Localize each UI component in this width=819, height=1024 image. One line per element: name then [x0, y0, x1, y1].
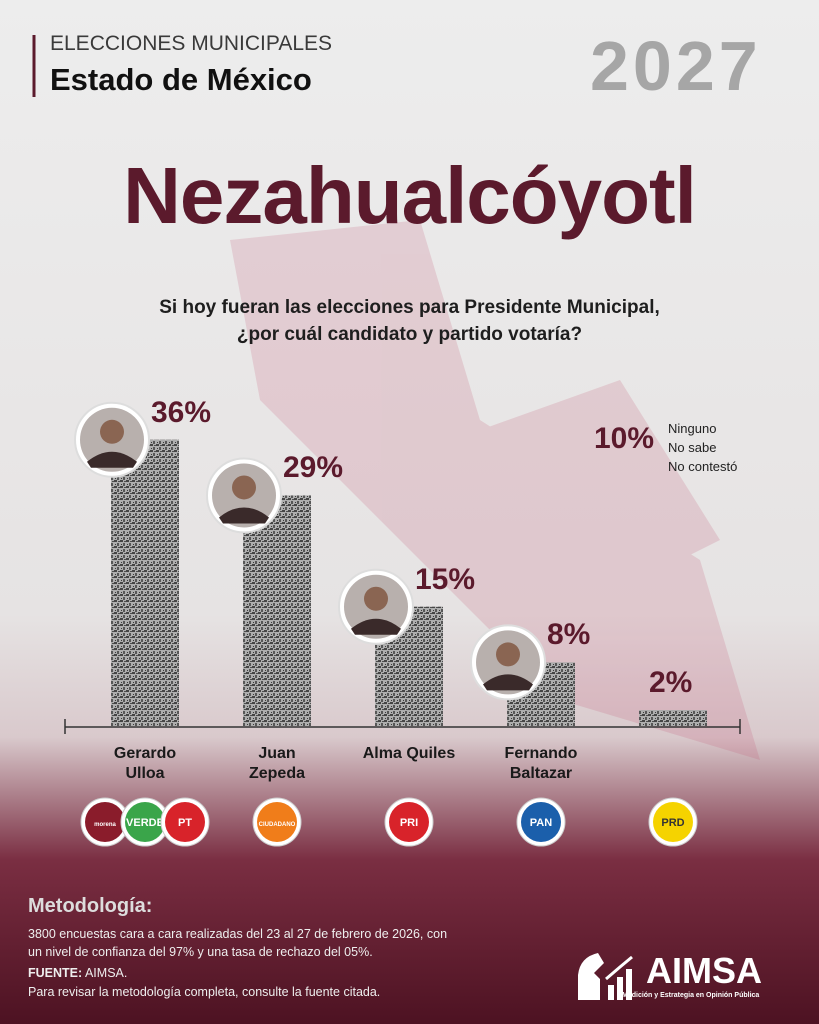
- party-logo-inner: [165, 802, 205, 842]
- state: Estado de México: [50, 62, 312, 97]
- question: Si hoy fueran las elecciones para Presid…: [0, 294, 819, 348]
- party-logo-text: CIUDADANO: [259, 822, 296, 828]
- brand: AIMSA: [646, 950, 762, 991]
- photo-body: [483, 674, 533, 691]
- chart-title: Nezahualcóyotl: [123, 151, 697, 240]
- kicker: ELECCIONES MUNICIPALES: [50, 32, 333, 55]
- bar-texture: [111, 439, 179, 726]
- party-logo-text: PT: [178, 817, 192, 829]
- methodology-line: 3800 encuestas cara a cara realizadas de…: [28, 927, 448, 941]
- annotation-line: No contestó: [668, 459, 738, 474]
- source: FUENTE: AIMSA.: [28, 966, 127, 980]
- methodology-line: un nivel de confianza del 97% y una tasa…: [28, 945, 373, 959]
- party-logo-inner: [257, 802, 297, 842]
- value-label: 15%: [415, 562, 476, 596]
- party-logo-inner: [125, 802, 165, 842]
- annotation-value: 10%: [594, 422, 655, 455]
- photo-body: [219, 507, 269, 524]
- party-logo-text: morena: [94, 822, 116, 828]
- methodology-title: Metodología:: [28, 895, 153, 917]
- bar-texture: [243, 495, 311, 726]
- value-label: 2%: [649, 666, 693, 700]
- category-label: Juan Zepeda: [248, 745, 305, 782]
- photo-body: [351, 618, 401, 635]
- party-logo-inner: [85, 802, 125, 842]
- brand-tagline: Medición y Estrategia en Opinión Pública: [622, 992, 760, 999]
- photo-body: [87, 451, 137, 468]
- note: Para revisar la metodología completa, co…: [28, 985, 381, 999]
- photo-head: [496, 642, 520, 667]
- category-label: Fernando Baltazar: [504, 745, 578, 782]
- value-label: 8%: [547, 618, 591, 652]
- party-logo-text: PAN: [530, 817, 552, 829]
- methodology: 3800 encuestas cara a cara realizadas de…: [28, 925, 447, 961]
- party-logo-text: PRI: [400, 817, 418, 829]
- category-label: Gerardo Ulloa: [113, 745, 177, 782]
- brand-icon: [578, 953, 633, 1000]
- party-logo-inner: [653, 802, 693, 842]
- party-logo-inner: [389, 802, 429, 842]
- photo-head: [232, 475, 256, 500]
- question-line: ¿por cuál candidato y partido votaría?: [236, 324, 583, 345]
- source-label: FUENTE:: [28, 966, 83, 980]
- annotation-line: Ninguno: [668, 421, 717, 436]
- annotation-line: No sabe: [668, 440, 717, 455]
- value-label: 36%: [151, 395, 212, 429]
- source-value: AIMSA.: [84, 966, 128, 980]
- party-logo-text: PRD: [661, 817, 684, 829]
- category-label: Alma Quiles: [362, 745, 456, 762]
- year: 2027: [590, 27, 762, 105]
- photo-head: [100, 419, 124, 444]
- party-logo-text: VERDE: [126, 817, 164, 829]
- bar-texture: [639, 710, 707, 726]
- photo-head: [364, 586, 388, 611]
- question-line: Si hoy fueran las elecciones para Presid…: [159, 297, 660, 318]
- value-label: 29%: [283, 451, 344, 485]
- party-logo-inner: [521, 802, 561, 842]
